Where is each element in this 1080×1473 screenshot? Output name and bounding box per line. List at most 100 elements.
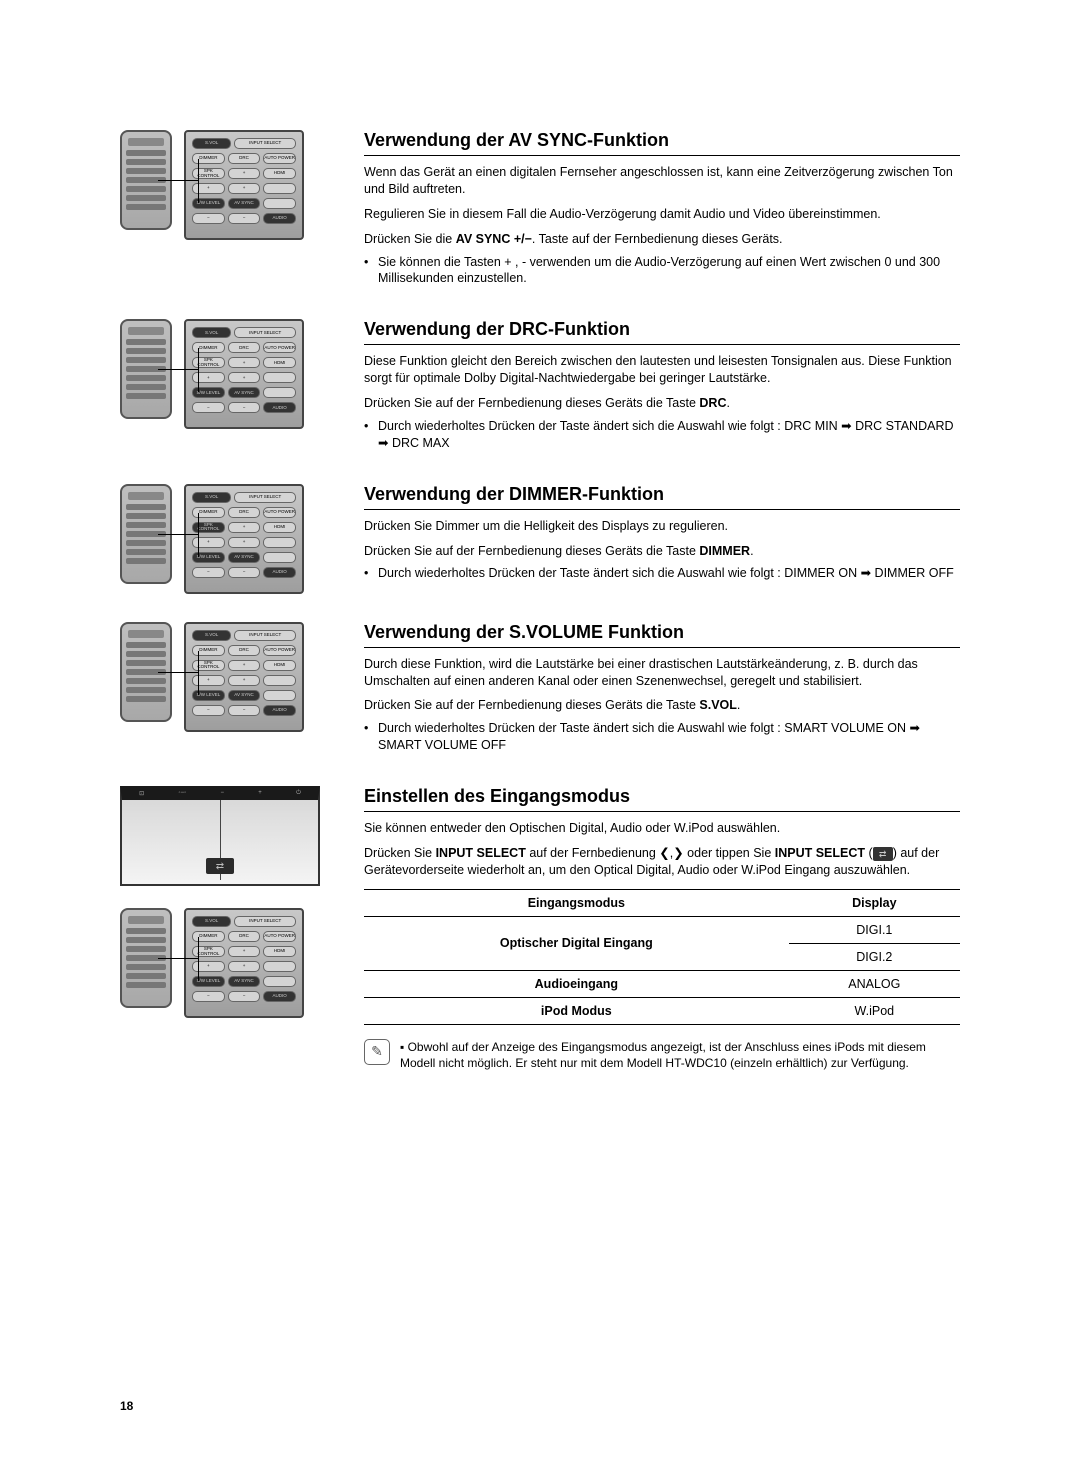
t: ( xyxy=(865,846,873,860)
btn-dimmer: DIMMER xyxy=(192,645,225,656)
btn-plus2: + xyxy=(192,537,225,548)
connector-line-icon xyxy=(158,672,198,673)
btn-svol: S.VOL xyxy=(192,630,231,641)
instr-suffix: . xyxy=(726,396,729,410)
t: Drücken Sie xyxy=(364,846,436,860)
btn-plus2: + xyxy=(192,675,225,686)
remote-detail-icon: S.VOLINPUT SELECT DIMMERDRCAUTO POWER SP… xyxy=(184,908,304,1018)
btn-plus: + xyxy=(228,357,261,368)
btn-anynet xyxy=(263,675,296,686)
top-icon: + xyxy=(258,790,262,796)
instr-prefix: Drücken Sie auf der Fernbedienung dieses… xyxy=(364,396,699,410)
instr-suffix: . Taste auf der Fernbedienung dieses Ger… xyxy=(532,232,783,246)
td-digi1: DIGI.1 xyxy=(789,916,960,943)
text-dimmer: Verwendung der DIMMER-Funktion Drücken S… xyxy=(352,484,960,587)
btn-svol: S.VOL xyxy=(192,327,231,338)
btn-auto: AUTO POWER xyxy=(263,342,296,353)
btn-drc: DRC xyxy=(228,507,261,518)
heading-avsync: Verwendung der AV SYNC-Funktion xyxy=(364,130,960,156)
btn-input: INPUT SELECT xyxy=(234,492,296,503)
note-text: Obwohl auf der Anzeige des Eingangsmodus… xyxy=(400,1039,960,1071)
instruction: Drücken Sie die AV SYNC +/−. Taste auf d… xyxy=(364,231,960,248)
para: Wenn das Gerät an einen digitalen Fernse… xyxy=(364,164,960,198)
t-bold: INPUT SELECT xyxy=(436,846,526,860)
btn-minus2: − xyxy=(228,402,261,413)
btn-plus3: + xyxy=(228,961,261,972)
btn-swlevel: S/W LEVEL xyxy=(192,198,225,209)
btn-hdmi: HDMI xyxy=(263,168,296,179)
top-icon: ◦−◦ xyxy=(178,790,186,796)
section-avsync: S.VOLINPUT SELECT DIMMERDRCAUTO POWER SP… xyxy=(120,130,960,291)
page: S.VOLINPUT SELECT DIMMERDRCAUTO POWER SP… xyxy=(120,130,960,1071)
btn-drc: DRC xyxy=(228,153,261,164)
bullet: Sie können die Tasten + , - verwenden um… xyxy=(364,254,960,288)
table-row: Audioeingang ANALOG xyxy=(364,970,960,997)
top-icon: ⏻ xyxy=(296,790,301,797)
remote-detail-icon: S.VOLINPUT SELECT DIMMERDRCAUTO POWER SP… xyxy=(184,319,304,429)
btn-blank xyxy=(263,198,296,209)
note-box: ✎ Obwohl auf der Anzeige des Eingangsmod… xyxy=(364,1039,960,1071)
instr-suffix: . xyxy=(750,544,753,558)
btn-input: INPUT SELECT xyxy=(234,916,296,927)
table-row: iPod Modus W.iPod xyxy=(364,997,960,1024)
btn-blank xyxy=(263,552,296,563)
pencil-icon: ✎ xyxy=(364,1039,390,1065)
btn-minus2: − xyxy=(228,991,261,1002)
btn-drc: DRC xyxy=(228,645,261,656)
btn-avsync: AV SYNC xyxy=(228,976,261,987)
btn-drc: DRC xyxy=(228,342,261,353)
btn-spk: SPK CONTROL xyxy=(192,357,225,368)
instr-prefix: Drücken Sie auf der Fernbedienung dieses… xyxy=(364,698,699,712)
text-drc: Verwendung der DRC-Funktion Diese Funkti… xyxy=(352,319,960,455)
btn-auto: AUTO POWER xyxy=(263,645,296,656)
btn-plus: + xyxy=(228,660,261,671)
text-avsync: Verwendung der AV SYNC-Funktion Wenn das… xyxy=(352,130,960,291)
btn-swlevel: S/W LEVEL xyxy=(192,552,225,563)
btn-dimmer: DIMMER xyxy=(192,342,225,353)
para: Drücken Sie INPUT SELECT auf der Fernbed… xyxy=(364,845,960,879)
btn-audio: AUDIO xyxy=(263,213,296,224)
btn-plus2: + xyxy=(192,183,225,194)
btn-blank xyxy=(263,690,296,701)
connector-line-icon xyxy=(158,369,198,370)
remote-detail-icon: S.VOLINPUT SELECT DIMMERDRCAUTO POWER SP… xyxy=(184,484,304,594)
btn-anynet xyxy=(263,372,296,383)
btn-avsync: AV SYNC xyxy=(228,552,261,563)
instr-key: S.VOL xyxy=(699,698,737,712)
para: Regulieren Sie in diesem Fall die Audio-… xyxy=(364,206,960,223)
btn-avsync: AV SYNC xyxy=(228,690,261,701)
btn-swlevel: S/W LEVEL xyxy=(192,976,225,987)
illustration-drc: S.VOLINPUT SELECT DIMMERDRCAUTO POWER SP… xyxy=(120,319,352,429)
td-optical: Optischer Digital Eingang xyxy=(364,916,789,970)
btn-avsync: AV SYNC xyxy=(228,387,261,398)
heading-drc: Verwendung der DRC-Funktion xyxy=(364,319,960,345)
btn-audio: AUDIO xyxy=(263,991,296,1002)
btn-swlevel: S/W LEVEL xyxy=(192,387,225,398)
btn-plus2: + xyxy=(192,961,225,972)
btn-input: INPUT SELECT xyxy=(234,138,296,149)
btn-audio: AUDIO xyxy=(263,705,296,716)
table-row: Optischer Digital Eingang DIGI.1 xyxy=(364,916,960,943)
para: Drücken Sie Dimmer um die Helligkeit des… xyxy=(364,518,960,535)
btn-audio: AUDIO xyxy=(263,402,296,413)
device-front-icon: ⊡ ◦−◦ − + ⏻ xyxy=(120,786,320,886)
bullet: Durch wiederholtes Drücken der Taste änd… xyxy=(364,565,960,582)
btn-anynet xyxy=(263,537,296,548)
btn-spk: SPK CONTROL xyxy=(192,660,225,671)
btn-plus: + xyxy=(228,946,261,957)
top-icon: − xyxy=(221,790,225,796)
th-mode: Eingangsmodus xyxy=(364,889,789,916)
instr-key: DIMMER xyxy=(699,544,750,558)
btn-input: INPUT SELECT xyxy=(234,630,296,641)
instr-key: DRC xyxy=(699,396,726,410)
btn-plus3: + xyxy=(228,183,261,194)
btn-minus1: − xyxy=(192,991,225,1002)
btn-plus2: + xyxy=(192,372,225,383)
btn-auto: AUTO POWER xyxy=(263,931,296,942)
heading-dimmer: Verwendung der DIMMER-Funktion xyxy=(364,484,960,510)
btn-anynet xyxy=(263,183,296,194)
btn-spk: SPK CONTROL xyxy=(192,946,225,957)
instr-suffix: . xyxy=(737,698,740,712)
btn-minus2: − xyxy=(228,705,261,716)
btn-minus1: − xyxy=(192,402,225,413)
